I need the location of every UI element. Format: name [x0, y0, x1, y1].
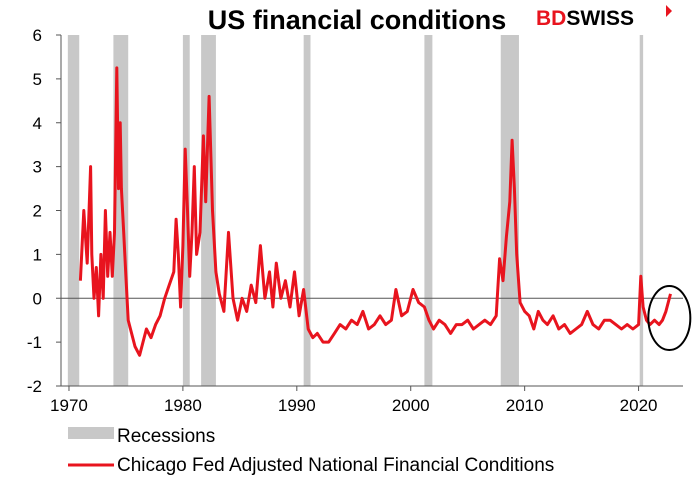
series-line-chicago-fed-nfci: [78, 66, 672, 357]
chart-title: US financial conditions: [208, 5, 507, 35]
y-axis-ticks: -2 -1 0 1 2 3 4 5 6: [27, 26, 61, 396]
x-tick-label: 2010: [506, 396, 544, 415]
y-tick-label: 2: [33, 202, 42, 221]
brand-arrow-icon: [666, 5, 672, 17]
x-axis-ticks: 1970 1980 1990 2000 2010 2020: [50, 386, 657, 415]
y-tick-label: 6: [33, 26, 42, 45]
x-tick-label: 2000: [392, 396, 430, 415]
recession-band-6: [424, 35, 433, 386]
legend-label-nfci: Chicago Fed Adjusted National Financial …: [117, 455, 554, 476]
brand-logo: BDSWISS: [536, 5, 672, 30]
y-tick-label: -1: [27, 333, 42, 352]
recession-band-8: [639, 35, 644, 386]
y-tick-label: 4: [33, 114, 42, 133]
y-tick-label: -2: [27, 377, 42, 396]
svg-text:BDSWISS: BDSWISS: [536, 7, 634, 30]
y-tick-label: 0: [33, 289, 42, 308]
recession-band-1: [67, 35, 80, 386]
x-tick-label: 2020: [620, 396, 658, 415]
brand-logo-bd: BD: [536, 7, 566, 30]
x-tick-label: 1980: [164, 396, 202, 415]
legend-swatch-recessions: [68, 427, 114, 439]
brand-logo-swiss: SWISS: [566, 7, 634, 30]
x-tick-label: 1970: [50, 396, 88, 415]
recession-band-5: [303, 35, 311, 386]
y-tick-label: 5: [33, 70, 42, 89]
x-tick-label: 1990: [278, 396, 316, 415]
y-tick-label: 3: [33, 158, 42, 177]
legend-label-recessions: Recessions: [117, 426, 215, 447]
legend: Recessions Chicago Fed Adjusted National…: [68, 426, 554, 476]
y-tick-label: 1: [33, 245, 42, 264]
highlight-ellipse-annotation: [647, 284, 692, 351]
